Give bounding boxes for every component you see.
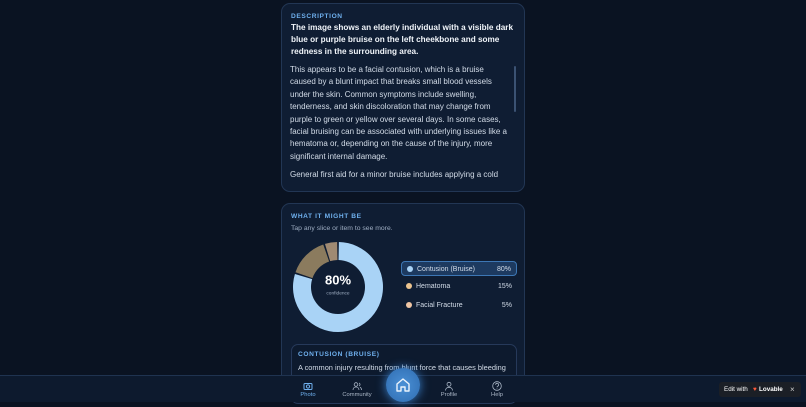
legend-item[interactable]: Hematoma 15%	[401, 280, 517, 295]
legend-item[interactable]: Facial Fracture 5%	[401, 298, 517, 313]
legend-dot	[406, 301, 412, 308]
profile-icon[interactable]	[444, 381, 454, 391]
scrollbar[interactable]	[514, 66, 516, 112]
nav-label[interactable]: Help	[491, 392, 503, 398]
badge-text: Edit with	[724, 386, 748, 393]
summary: The image shows an elderly individual wi…	[291, 23, 514, 56]
description-card: DESCRIPTION The image shows an elderly i…	[281, 3, 525, 192]
badge-brand: Lovable	[759, 386, 783, 393]
legend-label: Facial Fracture	[416, 301, 463, 309]
help-icon[interactable]	[492, 381, 502, 391]
home-button[interactable]	[386, 368, 420, 402]
legend-item[interactable]: Contusion (Bruise) 80%	[401, 261, 517, 276]
detail-heading: CONTUSION (BRUISE)	[298, 351, 380, 358]
section-heading: WHAT IT MIGHT BE	[291, 213, 362, 220]
legend-dot	[406, 283, 412, 289]
legend-dot	[407, 265, 413, 272]
legend-label: Contusion (Bruise)	[417, 265, 475, 273]
home-icon	[396, 378, 410, 392]
scroll-area[interactable]: This appears to be a facial contusion, w…	[290, 64, 516, 184]
nav-label[interactable]: Photo	[300, 392, 316, 398]
paragraph: General first aid for a minor bruise inc…	[290, 170, 499, 180]
legend-value: 5%	[501, 301, 512, 309]
legend-label: Hematoma	[416, 283, 451, 290]
badge-close[interactable]: ×	[790, 384, 795, 394]
paragraph: This appears to be a facial contusion, w…	[290, 65, 508, 161]
legend-value: 15%	[497, 283, 512, 290]
legend-value: 80%	[496, 265, 511, 273]
photo-icon[interactable]	[303, 381, 313, 391]
lovable-badge[interactable]: Edit with ♥ Lovable ×	[719, 382, 801, 397]
community-icon[interactable]	[352, 381, 362, 391]
section-heading: DESCRIPTION	[291, 13, 343, 20]
hint: Tap any slice or item to see more.	[291, 225, 393, 232]
nav-label[interactable]: Community	[342, 392, 372, 398]
nav-label[interactable]: Profile	[440, 392, 458, 398]
detail-text: A common injury resulting from blunt for…	[298, 363, 506, 372]
